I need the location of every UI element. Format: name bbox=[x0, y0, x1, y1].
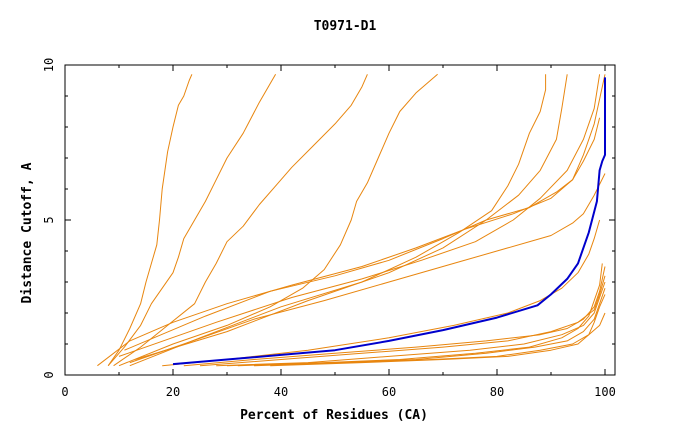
series-line-1 bbox=[107, 74, 193, 366]
series-line-5 bbox=[129, 74, 547, 367]
series-line-4 bbox=[118, 73, 438, 367]
series-line-11 bbox=[162, 219, 601, 367]
y-axis-label: Distance Cutoff, A bbox=[20, 162, 35, 303]
series-line-3 bbox=[113, 74, 368, 367]
x-tick-label: 20 bbox=[166, 385, 180, 399]
plot-frame bbox=[64, 64, 616, 376]
y-tick-label: 5 bbox=[42, 216, 56, 223]
series-line-14 bbox=[216, 281, 606, 367]
tick-layer: 0 20 40 60 80 100 0 5 10 bbox=[42, 58, 616, 399]
x-tick-label: 0 bbox=[61, 385, 68, 399]
series-line-9 bbox=[97, 117, 601, 367]
series-line-15 bbox=[226, 263, 603, 367]
x-tick-label: 40 bbox=[274, 385, 288, 399]
x-tick-label: 100 bbox=[594, 385, 616, 399]
series-line-2 bbox=[107, 74, 277, 367]
series-line-18 bbox=[270, 312, 606, 367]
y-tick-label: 10 bbox=[42, 58, 56, 72]
x-tick-label: 80 bbox=[490, 385, 504, 399]
series-line-7 bbox=[118, 74, 601, 357]
series-line-12 bbox=[183, 266, 606, 367]
x-tick-label: 60 bbox=[382, 385, 396, 399]
series-line-8 bbox=[124, 74, 606, 351]
series-line-highlight bbox=[172, 77, 606, 366]
y-tick-label: 0 bbox=[42, 371, 56, 378]
x-axis-label: Percent of Residues (CA) bbox=[240, 408, 428, 423]
series-line-13 bbox=[199, 275, 606, 367]
series-line-17 bbox=[253, 294, 606, 367]
series-line-10 bbox=[129, 173, 606, 364]
series-layer bbox=[97, 73, 606, 367]
chart-title: T0971-D1 bbox=[314, 19, 377, 34]
